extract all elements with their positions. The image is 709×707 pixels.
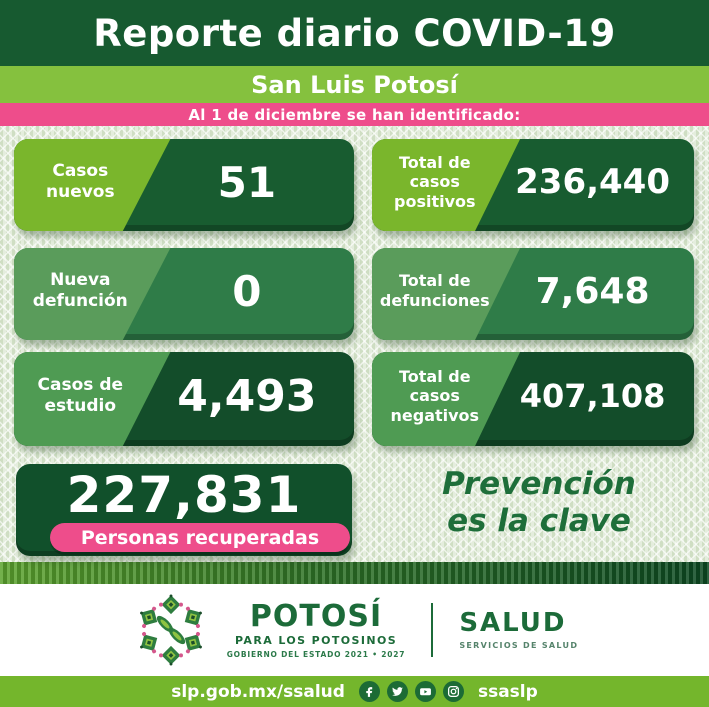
bottom-bar: slp.gob.mx/ssalud ssaslp [0, 676, 709, 707]
stat-label: Nueva defunción [32, 270, 128, 311]
stat-card-total-negativos: Total de casos negativos 407,108 [372, 352, 694, 446]
stat-label: Casos de estudio [37, 375, 124, 416]
recovered-label: Personas recuperadas [80, 526, 320, 549]
stat-card-nueva-defuncion: Nueva defunción 0 [14, 248, 354, 340]
social-handle: ssaslp [477, 681, 538, 702]
prevention-slogan: Prevención es la clave [378, 466, 700, 539]
stats-section: Casos nuevos 51 Total de casos positivos… [0, 126, 709, 562]
youtube-icon[interactable] [414, 681, 436, 702]
subheader-bar: San Luis Potosí [0, 66, 709, 103]
facebook-icon[interactable] [358, 681, 380, 702]
stat-label: Total de casos positivos [394, 152, 476, 211]
stat-value: 4,493 [177, 370, 317, 422]
social-icons [358, 681, 464, 702]
salud-name: SALUD [459, 608, 567, 638]
slogan-line1: Prevención [442, 466, 636, 502]
stat-value: 7,648 [535, 270, 650, 312]
twitter-icon[interactable] [386, 681, 408, 702]
stat-card-total-defunciones: Total de defunciones 7,648 [372, 248, 694, 340]
recovered-card: 227,831 Personas recuperadas [16, 464, 352, 556]
stat-value: 236,440 [515, 162, 670, 202]
stat-label: Total de casos negativos [390, 366, 480, 425]
salud-subtitle: SERVICIOS DE SALUD [459, 641, 579, 650]
stat-value: 0 [232, 266, 262, 316]
potosi-emblem-icon [134, 594, 208, 666]
website-link[interactable]: slp.gob.mx/ssalud [171, 681, 345, 702]
report-title: Reporte diario COVID-19 [93, 11, 616, 55]
date-banner-text: Al 1 de diciembre se han identificado: [188, 105, 521, 124]
footer-divider [431, 603, 434, 657]
recovered-banner: Personas recuperadas [50, 523, 350, 552]
stat-card-casos-estudio: Casos de estudio 4,493 [14, 352, 354, 446]
recovered-value: 227,831 [66, 466, 302, 524]
slogan-line2: es la clave [447, 502, 631, 539]
brand-name: POTOSÍ [249, 598, 383, 634]
stat-value: 51 [217, 157, 277, 207]
stat-label: Total de defunciones [379, 271, 490, 310]
brand-block: POTOSÍ PARA LOS POTOSINOS GOBIERNO DEL E… [226, 598, 406, 659]
stat-label: Casos nuevos [45, 161, 115, 202]
stat-card-casos-nuevos: Casos nuevos 51 [14, 139, 354, 231]
salud-block: SALUD SERVICIOS DE SALUD [459, 610, 578, 650]
footer-logos: POTOSÍ PARA LOS POTOSINOS GOBIERNO DEL E… [0, 584, 709, 676]
instagram-icon[interactable] [442, 681, 464, 702]
header-bar: Reporte diario COVID-19 [0, 0, 709, 66]
decorative-ribbon [0, 562, 709, 584]
state-name: San Luis Potosí [251, 70, 458, 99]
stat-card-total-positivos: Total de casos positivos 236,440 [372, 139, 694, 231]
stat-value: 407,108 [519, 377, 666, 415]
brand-tagline: PARA LOS POTOSINOS [234, 633, 398, 647]
brand-government: GOBIERNO DEL ESTADO 2021 • 2027 [226, 649, 406, 659]
date-banner: Al 1 de diciembre se han identificado: [0, 103, 709, 126]
